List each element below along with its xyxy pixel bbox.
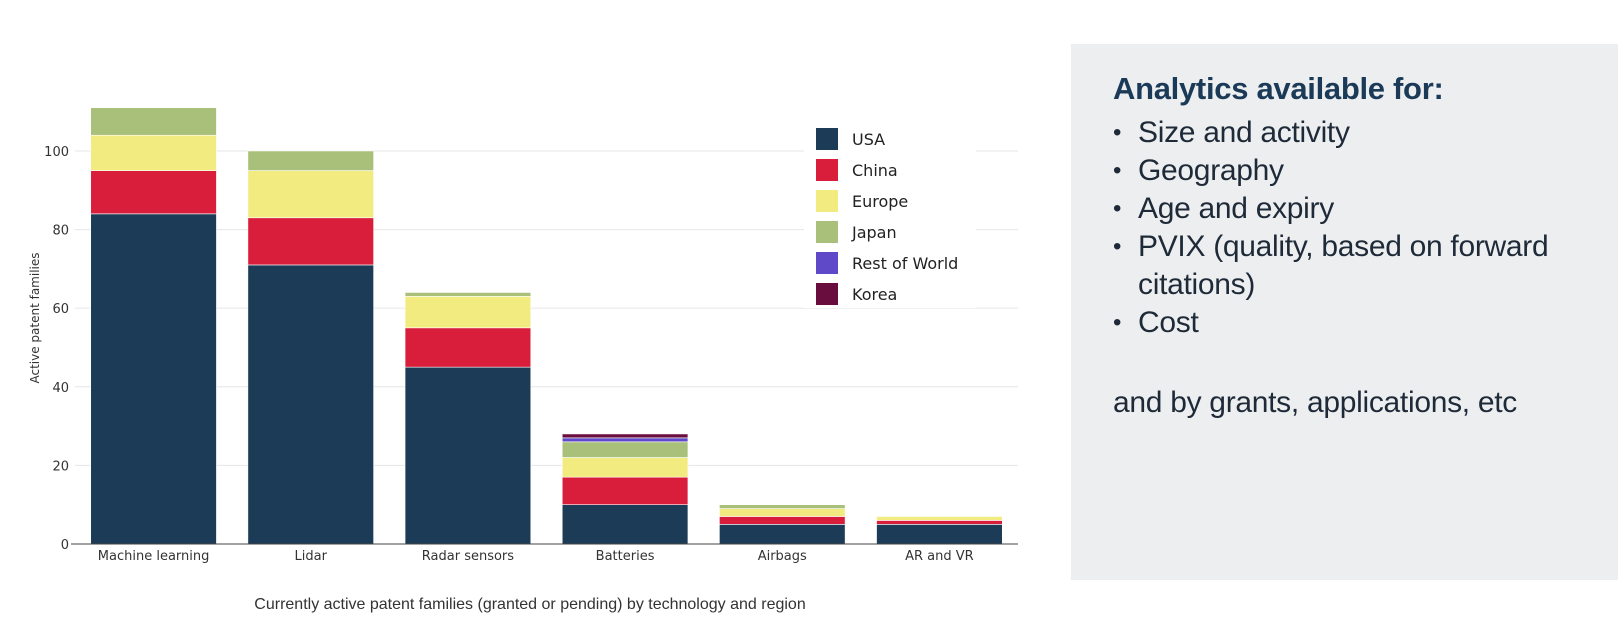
y-tick-label-60: 60	[52, 302, 69, 317]
bar-ar-and-vr-usa	[876, 524, 1003, 545]
panel-footer: and by grants, applications, etc	[1113, 386, 1517, 419]
y-axis-title: Active patent families	[28, 252, 42, 383]
axes: 0 20 40 60 80 100 Machine learning Lidar Radar s…	[44, 145, 1018, 564]
bar-batteries-china	[561, 476, 689, 505]
bar-airbags-europe	[719, 508, 846, 517]
bar-radar-sensors-usa	[404, 366, 532, 545]
y-tick-label-100: 100	[44, 145, 69, 160]
bar-ar-and-vr-china	[876, 520, 1003, 525]
bar-lidar-usa	[247, 264, 374, 545]
stacked-bar-chart: 0 20 40 60 80 100 Machine learning Lidar Radar s…	[28, 107, 1018, 564]
bar-airbags-china	[719, 516, 846, 525]
legend-swatch-china	[816, 159, 838, 181]
x-tick-label-batteries: Batteries	[596, 549, 655, 564]
analytics-list: Size and activity Geography Age and expi…	[1113, 114, 1598, 342]
analytics-item-cost: Cost	[1113, 304, 1598, 342]
bar-lidar-japan	[247, 150, 374, 171]
panel-title: Analytics available for:	[1113, 71, 1444, 106]
x-tick-label-radar-sensors: Radar sensors	[422, 549, 514, 564]
legend-label-rest-of-world: Rest of World	[852, 254, 958, 273]
bar-airbags-usa	[719, 524, 846, 545]
legend-label-europe: Europe	[852, 192, 908, 211]
bar-batteries-usa	[561, 504, 689, 545]
y-tick-label-0: 0	[61, 538, 69, 553]
bar-radar-sensors-japan	[404, 292, 532, 297]
analytics-item-age: Age and expiry	[1113, 190, 1598, 228]
legend-label-china: China	[852, 161, 898, 180]
bar-batteries-europe	[561, 457, 689, 478]
analytics-item-geography: Geography	[1113, 152, 1598, 190]
legend-swatch-rest-of-world	[816, 252, 838, 274]
analytics-item-pvix: PVIX (quality, based on forward citation…	[1113, 228, 1598, 304]
bar-batteries-japan	[561, 441, 689, 458]
chart-area: 0 20 40 60 80 100 Machine learning Lidar Radar s…	[28, 107, 1018, 613]
legend-swatch-usa	[816, 128, 838, 150]
analytics-panel: Analytics available for: Size and activi…	[1071, 44, 1618, 580]
bar-machine-learning-europe	[90, 134, 217, 171]
legend-label-japan: Japan	[851, 223, 897, 242]
bar-ar-and-vr-europe	[876, 516, 1003, 521]
legend-swatch-japan	[816, 221, 838, 243]
bar-machine-learning-china	[90, 170, 217, 215]
bar-lidar-china	[247, 217, 374, 266]
bar-radar-sensors-europe	[404, 296, 532, 329]
bar-lidar-europe	[247, 170, 374, 219]
y-tick-label-20: 20	[52, 459, 69, 474]
x-tick-label-airbags: Airbags	[758, 549, 807, 564]
bar-radar-sensors-china	[404, 327, 532, 368]
y-tick-label-40: 40	[52, 381, 69, 396]
bar-airbags-japan	[719, 504, 846, 509]
legend-swatch-korea	[816, 283, 838, 305]
legend-label-korea: Korea	[852, 285, 897, 304]
bar-batteries-rest-of-world	[561, 437, 689, 443]
x-tick-label-ar-and-vr: AR and VR	[905, 549, 974, 564]
bars	[90, 107, 1003, 545]
legend-swatch-europe	[816, 190, 838, 212]
y-tick-label-80: 80	[52, 224, 69, 239]
legend: USA China Europe Japan Rest of World Korea	[804, 116, 976, 308]
bar-machine-learning-japan	[90, 107, 217, 136]
bar-batteries-korea	[561, 433, 689, 439]
bar-machine-learning-usa	[90, 213, 217, 545]
chart-caption: Currently active patent families (grante…	[254, 596, 806, 613]
x-tick-label-lidar: Lidar	[295, 549, 328, 564]
analytics-item-size: Size and activity	[1113, 114, 1598, 152]
legend-label-usa: USA	[852, 130, 885, 149]
x-tick-label-machine-learning: Machine learning	[98, 549, 210, 564]
